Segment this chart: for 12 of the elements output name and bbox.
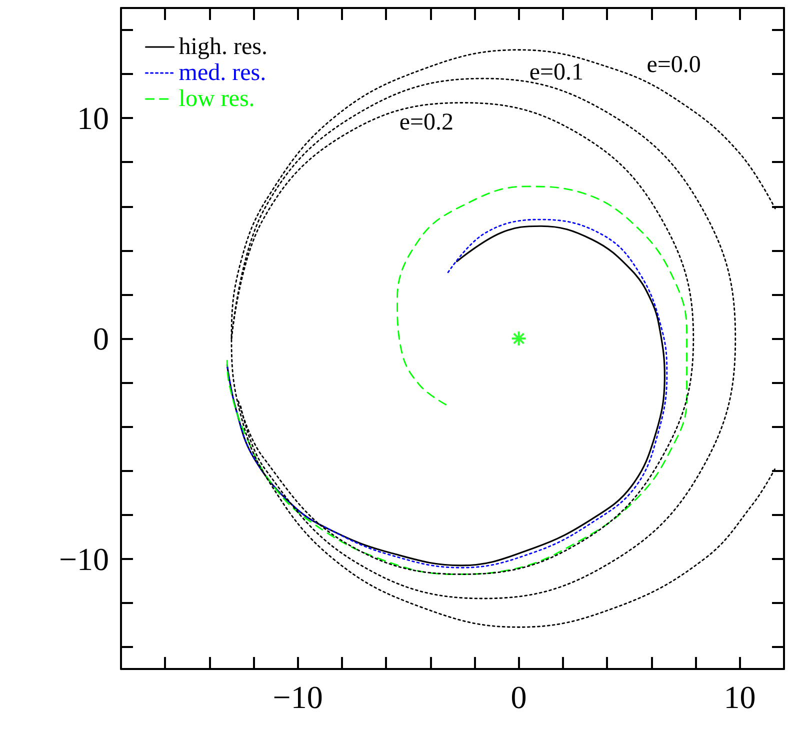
series-label: e=0.2 bbox=[399, 110, 454, 136]
series-label: e=0.1 bbox=[529, 60, 584, 86]
y-tick-label: 0 bbox=[93, 320, 109, 356]
legend-label: low res. bbox=[178, 86, 255, 112]
y-tick-label: 10 bbox=[77, 100, 109, 136]
series-label: e=0.0 bbox=[646, 52, 701, 78]
x-tick-label: 10 bbox=[724, 679, 756, 715]
x-tick-label: −10 bbox=[272, 679, 323, 715]
legend-label: high. res. bbox=[178, 34, 268, 60]
x-tick-label: 0 bbox=[510, 679, 527, 715]
y-tick-label: −10 bbox=[58, 540, 109, 577]
legend-label: med. res. bbox=[178, 60, 266, 86]
